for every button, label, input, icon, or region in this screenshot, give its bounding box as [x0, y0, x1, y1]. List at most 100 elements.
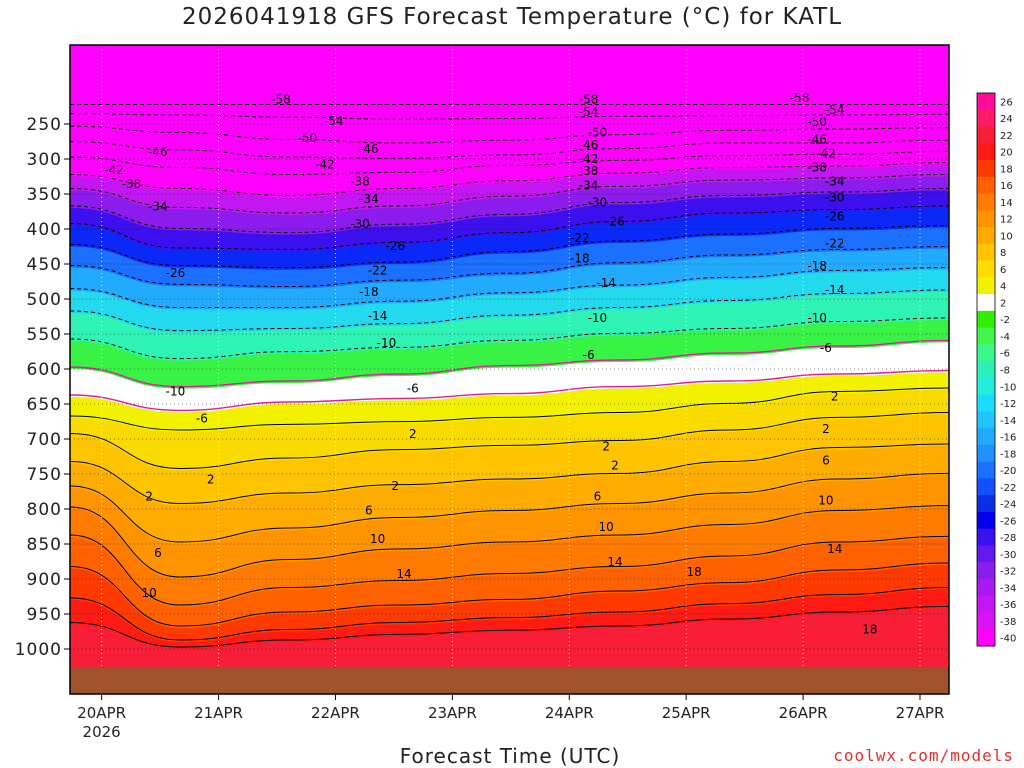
contour-label: -34: [579, 179, 599, 193]
y-tick-label: 950: [27, 605, 62, 625]
colorbar-swatch: [977, 428, 995, 446]
site-credit[interactable]: coolwx.com/models: [833, 746, 1014, 765]
contour-label: -38: [807, 160, 827, 174]
colorbar-swatch: [977, 377, 995, 396]
x-tick-label: 27APR: [896, 704, 945, 722]
contour-label: 2: [831, 389, 839, 403]
colorbar-swatch: [977, 109, 995, 128]
y-tick-label: 550: [27, 325, 62, 345]
y-tick-label: 850: [27, 535, 62, 555]
contour-label: 2: [207, 473, 215, 487]
y-tick-label: 700: [27, 430, 62, 450]
contour-label: -14: [596, 276, 616, 290]
colorbar-label: 22: [1000, 131, 1013, 142]
contour-label: 10: [818, 494, 833, 508]
colorbar-label: -12: [1000, 399, 1016, 410]
contour-label: -58: [579, 93, 599, 107]
contour-label: 6: [594, 489, 602, 503]
chart-title: 2026041918 GFS Forecast Temperature (°C)…: [181, 4, 843, 30]
colorbar-label: -6: [1000, 349, 1010, 360]
contour-label: -46: [359, 142, 379, 156]
colorbar-swatch: [977, 277, 995, 295]
contour-label: 10: [599, 520, 614, 534]
colorbar: 26 24 22 20 18 16 14 12 10 8 6 4 2 -2 -4 -6 -8 -10 -12 -14 -…: [976, 92, 1016, 647]
contour-label: -18: [570, 251, 590, 265]
isotherm-line: [70, 412, 949, 470]
colorbar-swatch: [977, 511, 995, 530]
contour-label: -26: [605, 214, 625, 228]
contour-label: -6: [583, 348, 595, 362]
contour-label: 2: [391, 479, 399, 493]
y-tick-label: 450: [27, 255, 62, 275]
colorbar-swatch: [977, 411, 995, 429]
isotherm-line: [70, 317, 949, 360]
contour-label: 6: [154, 546, 162, 560]
colorbar-swatch: [977, 176, 995, 195]
y-tick-label: 250: [27, 115, 62, 135]
colorbar-swatch: [977, 310, 995, 329]
contour-label: 2: [602, 440, 610, 454]
isotherm-line: [70, 534, 949, 606]
y-tick-label: 1000: [15, 640, 62, 660]
y-tick-label: 350: [27, 185, 62, 205]
x-tick-label: 25APR: [662, 704, 711, 722]
colorbar-label: -24: [1000, 500, 1016, 511]
colorbar-label: -34: [1000, 583, 1016, 594]
contour-label: 14: [827, 542, 842, 556]
y-tick-label: 750: [27, 465, 62, 485]
colorbar-swatch: [977, 126, 995, 144]
isotherm-line: [70, 472, 949, 543]
x-tick-sublabel: 2026: [83, 723, 121, 741]
colorbar-swatch: [977, 461, 995, 479]
contour-label: 14: [396, 567, 411, 581]
contour-label: -18: [359, 285, 379, 299]
colorbar-swatch: [977, 545, 995, 563]
contour-label: -14: [368, 309, 388, 323]
contour-label: 10: [370, 532, 385, 546]
colorbar-swatch: [977, 612, 995, 630]
colorbar-swatch: [977, 260, 995, 278]
y-tick-label: 800: [27, 500, 62, 520]
contour-label: -38: [122, 177, 142, 191]
contour-label: -54: [324, 114, 344, 128]
colorbar-label: 18: [1000, 164, 1013, 175]
contour-label: 18: [862, 622, 877, 636]
contour-label: -6: [196, 412, 208, 426]
contour-label: -10: [377, 336, 397, 350]
temperature-bands: [70, 106, 949, 694]
colorbar-swatch: [977, 361, 995, 379]
contour-label: -54: [825, 103, 845, 117]
grid-lines: [70, 45, 949, 694]
colorbar-label: 12: [1000, 215, 1013, 226]
y-tick-label: 600: [27, 360, 62, 380]
colorbar-swatch: [977, 478, 995, 496]
contour-label: 6: [365, 503, 373, 517]
colorbar-swatch: [977, 210, 995, 228]
contour-label: -6: [820, 341, 832, 355]
contour-label: -30: [350, 217, 370, 231]
colorbar-label: -2: [1000, 315, 1010, 326]
colorbar-label: -40: [1000, 634, 1016, 645]
isotherm-line: [70, 188, 949, 234]
colorbar-label: 20: [1000, 148, 1013, 159]
colorbar-label: -14: [1000, 416, 1016, 427]
colorbar-swatch: [977, 243, 995, 262]
contour-label: -38: [350, 174, 370, 188]
colorbar-label: -30: [1000, 550, 1016, 561]
contour-label: -34: [825, 174, 845, 188]
isotherm-line: [70, 605, 949, 648]
contour-label: -22: [825, 237, 845, 251]
isotherm-line: [70, 139, 949, 159]
isotherm-line: [70, 150, 949, 176]
colorbar-label: 2: [1000, 298, 1006, 309]
isotherm-contours: [70, 103, 949, 648]
colorbar-swatch: [977, 227, 995, 245]
colorbar-swatch: [977, 160, 995, 178]
contour-label: -58: [271, 93, 291, 107]
contour-label: -26: [385, 239, 405, 253]
contour-label: -54: [579, 105, 599, 119]
contour-label: -42: [579, 152, 599, 166]
isotherm-line: [70, 125, 949, 144]
contour-label: -30: [825, 191, 845, 205]
